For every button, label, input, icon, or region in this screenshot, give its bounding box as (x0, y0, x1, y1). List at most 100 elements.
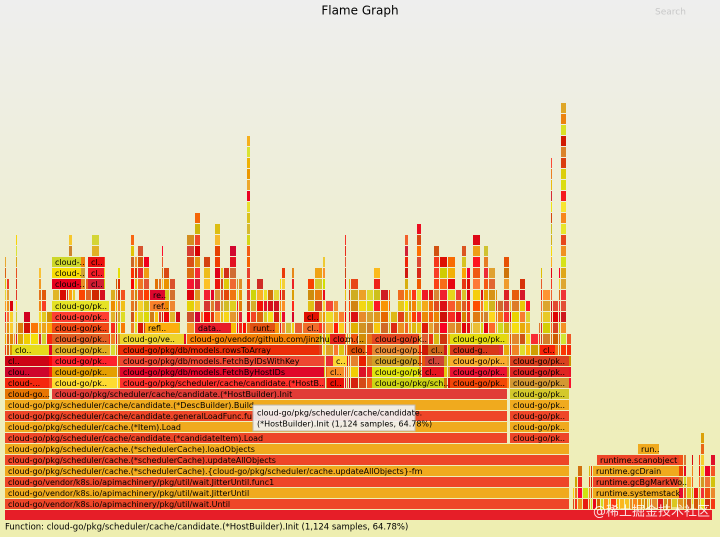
frame (323, 279, 325, 289)
frame (389, 323, 390, 333)
frame (16, 301, 17, 311)
frame (135, 268, 137, 278)
frame (531, 334, 538, 344)
frame-label: runtime.scanobject (600, 456, 677, 465)
frame (16, 246, 17, 256)
frame (496, 312, 497, 322)
frame (512, 290, 519, 300)
frame-label: cloud-go/pk.. (513, 390, 565, 399)
frame (434, 290, 439, 300)
frame-label: refl.. (148, 324, 166, 333)
frame (678, 488, 683, 498)
frame (18, 334, 23, 344)
frame (422, 312, 428, 322)
frame (684, 488, 686, 498)
frame (204, 301, 210, 311)
frame (345, 279, 346, 289)
frame (409, 312, 411, 322)
frame (489, 312, 495, 322)
frame (323, 323, 325, 333)
frame (42, 290, 46, 300)
frame (111, 345, 115, 355)
frame (16, 323, 17, 333)
frame (286, 323, 291, 333)
frame (150, 290, 165, 300)
frame (5, 488, 569, 498)
frame (195, 323, 231, 333)
frame (39, 312, 41, 322)
frame (658, 499, 663, 509)
frame (559, 301, 560, 311)
frame (10, 312, 13, 322)
frame (467, 323, 470, 333)
frame (471, 323, 472, 333)
frame-label: cloud-go/vendor/k8s.io/apimachinery/pkg/… (8, 500, 230, 509)
frame (88, 279, 104, 289)
frame (118, 279, 120, 289)
frame (42, 323, 46, 333)
frame (138, 290, 143, 300)
frame (116, 290, 117, 300)
frame (520, 301, 525, 311)
frame (31, 323, 38, 333)
frame (145, 323, 179, 333)
frame (541, 301, 542, 311)
frame (230, 268, 236, 278)
frame (150, 312, 154, 322)
frame (409, 323, 411, 333)
frame (5, 345, 6, 355)
frame (327, 367, 344, 377)
frame (333, 356, 347, 366)
frame (230, 323, 236, 333)
frame (359, 301, 366, 311)
frame (425, 356, 444, 366)
frame (131, 279, 134, 289)
frame (215, 224, 220, 234)
frame (374, 268, 380, 278)
frame-label: c.. (336, 357, 345, 366)
frame (7, 290, 9, 300)
frame (282, 323, 285, 333)
frame (638, 444, 659, 454)
frame (543, 334, 550, 344)
frame (429, 323, 433, 333)
frame-label: cloud-go/pk.. (513, 379, 565, 388)
frame (648, 499, 649, 509)
frame (510, 334, 511, 344)
frame (551, 268, 552, 278)
frame (47, 378, 52, 388)
frame-label: cl.. (8, 357, 20, 366)
frame (467, 290, 470, 300)
frame (391, 323, 397, 333)
frame (541, 279, 542, 289)
frame (111, 323, 115, 333)
frame (349, 301, 350, 311)
frame (551, 235, 552, 245)
frame (39, 301, 41, 311)
frame (5, 499, 569, 509)
frame (349, 356, 350, 366)
frame (526, 323, 530, 333)
frame (551, 257, 552, 267)
frame (211, 301, 214, 311)
frame (47, 334, 52, 344)
frame (699, 499, 700, 509)
frame (159, 279, 161, 289)
frame (308, 290, 314, 300)
frame (16, 268, 17, 278)
frame (345, 367, 346, 377)
frame (170, 312, 175, 322)
frame (92, 290, 99, 300)
frame (345, 345, 346, 355)
search[interactable]: Search (655, 8, 686, 18)
frame-label: cloud-g.. (453, 346, 488, 355)
frame (144, 301, 149, 311)
frame (237, 323, 238, 333)
frame (381, 290, 388, 300)
frame (144, 257, 149, 267)
frame-label: cloud-go/pk.. (513, 368, 565, 377)
frame (462, 312, 466, 322)
frame (120, 356, 324, 366)
frame (484, 290, 488, 300)
